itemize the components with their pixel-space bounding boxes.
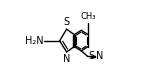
Text: S: S [88,51,94,61]
Text: CH₃: CH₃ [80,12,96,21]
Text: N: N [96,51,104,61]
Text: H₂N: H₂N [25,36,44,46]
Text: N: N [63,54,71,64]
Text: S: S [63,17,69,27]
